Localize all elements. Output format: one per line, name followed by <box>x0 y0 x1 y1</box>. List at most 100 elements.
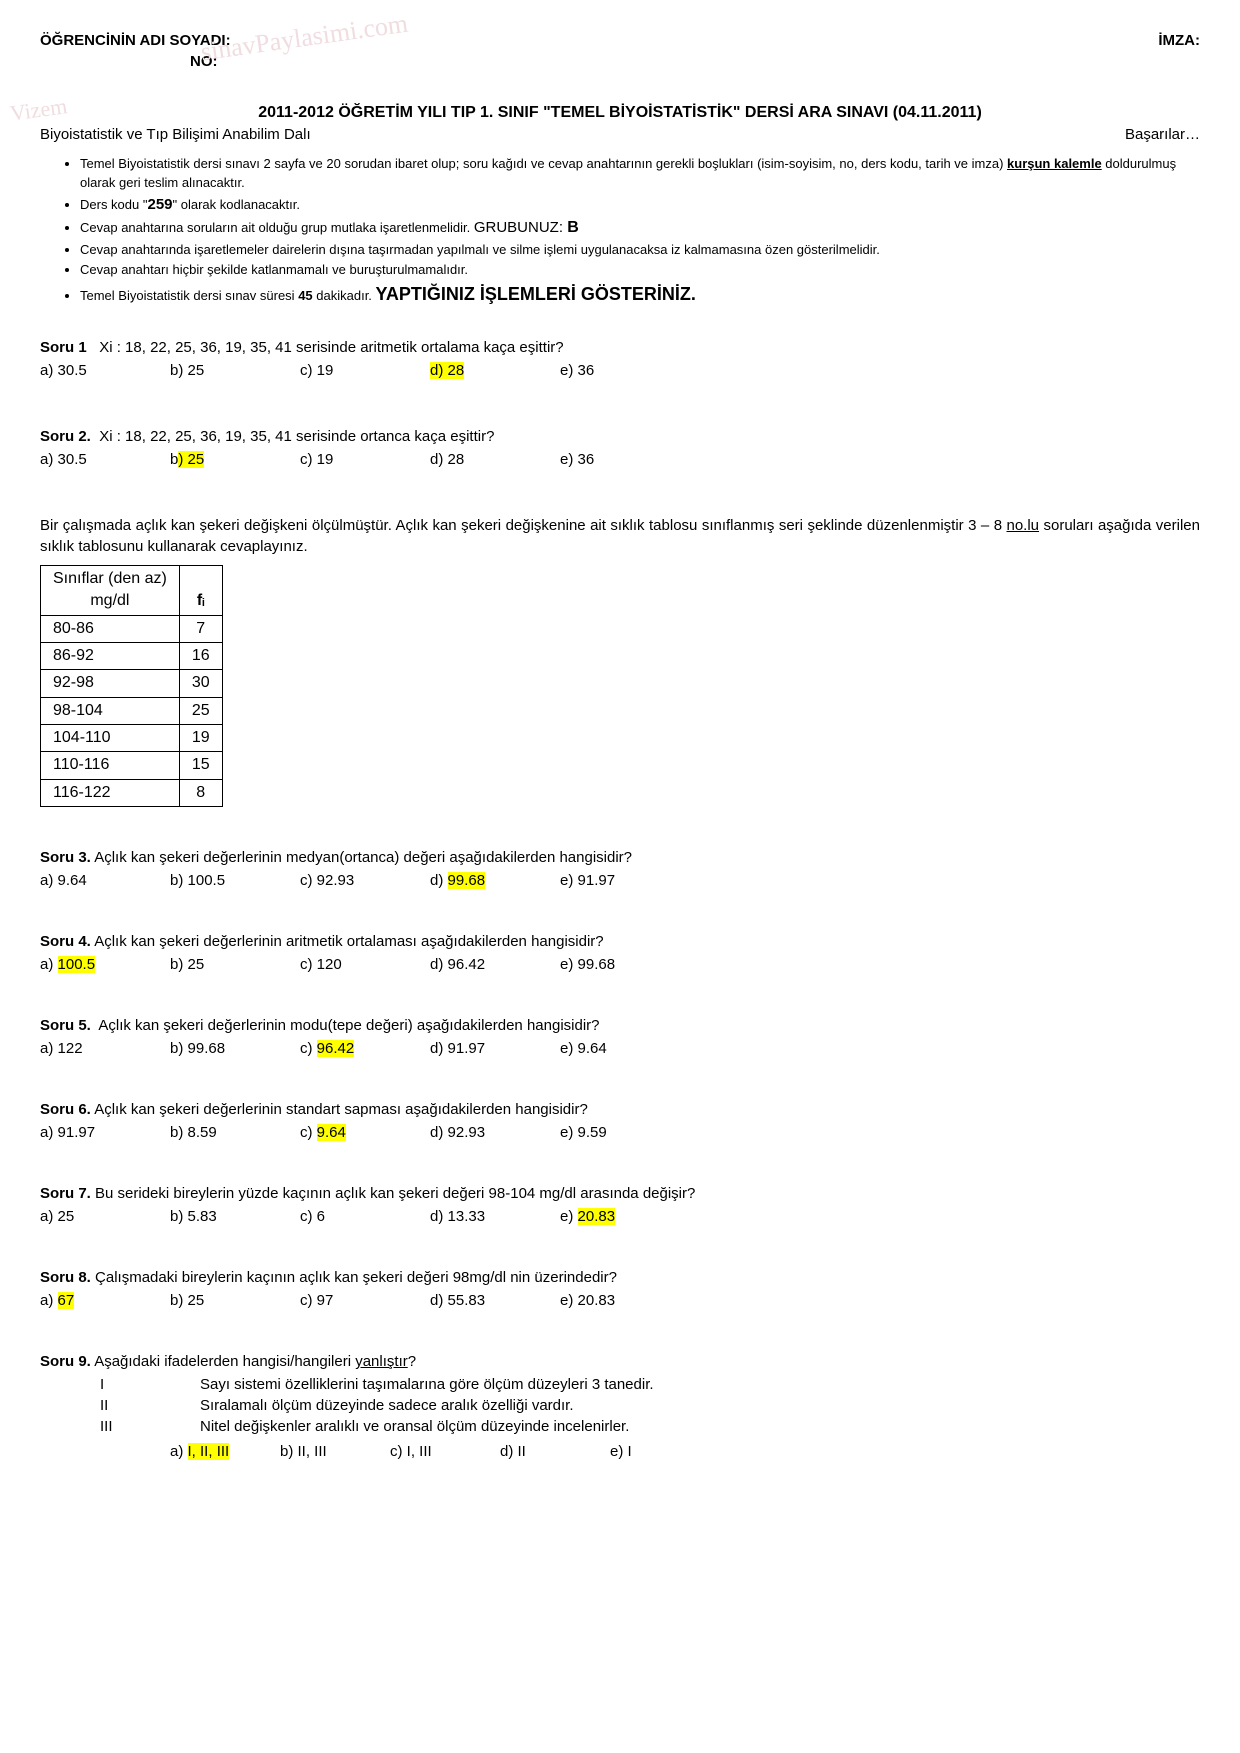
text: yanlıştır <box>355 1353 408 1370</box>
q3-text: Açlık kan şekeri değerlerinin medyan(ort… <box>94 849 632 866</box>
question-6: Soru 6. Açlık kan şekeri değerlerinin st… <box>40 1099 1200 1143</box>
q9-d[interactable]: d) II <box>500 1441 610 1462</box>
q6-b[interactable]: b) 8.59 <box>170 1122 300 1143</box>
text: kurşun kalemle <box>1007 156 1102 171</box>
q2-e[interactable]: e) 36 <box>560 449 690 470</box>
q7-b[interactable]: b) 5.83 <box>170 1206 300 1227</box>
text: Sınıflar (den az) <box>53 570 167 587</box>
q8-d[interactable]: d) 55.83 <box>430 1290 560 1311</box>
q1-options: a) 30.5 b) 25 c) 19 d) 28 e) 36 <box>40 360 1200 381</box>
r3c0: 98-104 <box>41 697 180 724</box>
q6-a[interactable]: a) 91.97 <box>40 1122 170 1143</box>
q3-d[interactable]: d) 99.68 <box>430 870 560 891</box>
q3-b[interactable]: b) 100.5 <box>170 870 300 891</box>
q5-a[interactable]: a) 122 <box>40 1038 170 1059</box>
q3-c[interactable]: c) 92.93 <box>300 870 430 891</box>
r5c1: 15 <box>179 752 222 779</box>
q7-c[interactable]: c) 6 <box>300 1206 430 1227</box>
q8-a[interactable]: a) 67 <box>40 1290 170 1311</box>
q3-a[interactable]: a) 9.64 <box>40 870 170 891</box>
q5-c[interactable]: c) 96.42 <box>300 1038 430 1059</box>
q5-label: Soru 5. <box>40 1017 91 1034</box>
q9-label: Soru 9. <box>40 1353 91 1370</box>
th-classes: Sınıflar (den az)mg/dl <box>41 565 180 615</box>
q5-b[interactable]: b) 99.68 <box>170 1038 300 1059</box>
q1-b[interactable]: b) 25 <box>170 360 300 381</box>
q7-e[interactable]: e) 20.83 <box>560 1206 690 1227</box>
text: YAPTIĞINIZ İŞLEMLERİ GÖSTERİNİZ. <box>376 284 696 304</box>
question-7: Soru 7. Bu serideki bireylerin yüzde kaç… <box>40 1183 1200 1227</box>
r2c1: 30 <box>179 670 222 697</box>
q2-text: Xi : 18, 22, 25, 36, 19, 35, 41 serisind… <box>99 428 494 445</box>
q7-a[interactable]: a) 25 <box>40 1206 170 1227</box>
q8-c[interactable]: c) 97 <box>300 1290 430 1311</box>
instruction-1: Temel Biyoistatistik dersi sınavı 2 sayf… <box>80 155 1200 191</box>
q4-a[interactable]: a) 100.5 <box>40 954 170 975</box>
q1-d[interactable]: d) 28 <box>430 360 560 381</box>
text: Sayı sistemi özelliklerini taşımalarına … <box>200 1374 654 1395</box>
text: GRUBUNUZ: <box>474 219 567 236</box>
q9-stmt-3: IIINitel değişkenler aralıklı ve oransal… <box>40 1416 1200 1437</box>
q2-b[interactable]: b) 25 <box>170 449 300 470</box>
instruction-2: Ders kodu "259" olarak kodlanacaktır. <box>80 194 1200 215</box>
text: Aşağıdaki ifadelerden hangisi/hangileri <box>94 1353 355 1370</box>
q5-e[interactable]: e) 9.64 <box>560 1038 690 1059</box>
q6-c[interactable]: c) 9.64 <box>300 1122 430 1143</box>
department: Biyoistatistik ve Tıp Bilişimi Anabilim … <box>40 124 311 145</box>
q4-options: a) 100.5 b) 25 c) 120 d) 96.42 e) 99.68 <box>40 954 1200 975</box>
q6-text: Açlık kan şekeri değerlerinin standart s… <box>94 1101 588 1118</box>
instruction-3: Cevap anahtarına soruların ait olduğu gr… <box>80 217 1200 239</box>
q4-d[interactable]: d) 96.42 <box>430 954 560 975</box>
r2c0: 92-98 <box>41 670 180 697</box>
q6-d[interactable]: d) 92.93 <box>430 1122 560 1143</box>
text: 45 <box>298 288 312 303</box>
q3-e[interactable]: e) 91.97 <box>560 870 690 891</box>
instruction-6: Temel Biyoistatistik dersi sınav süresi … <box>80 282 1200 307</box>
q3-options: a) 9.64 b) 100.5 c) 92.93 d) 99.68 e) 91… <box>40 870 1200 891</box>
q8-label: Soru 8. <box>40 1269 91 1286</box>
q6-e[interactable]: e) 9.59 <box>560 1122 690 1143</box>
q4-e[interactable]: e) 99.68 <box>560 954 690 975</box>
r5c0: 110-116 <box>41 752 180 779</box>
q4-c[interactable]: c) 120 <box>300 954 430 975</box>
text: Temel Biyoistatistik dersi sınav süresi <box>80 288 298 303</box>
num: I <box>40 1374 200 1395</box>
text: 259 <box>147 196 172 213</box>
q9-c[interactable]: c) I, III <box>390 1441 500 1462</box>
q9-b[interactable]: b) II, III <box>280 1441 390 1462</box>
q1-c[interactable]: c) 19 <box>300 360 430 381</box>
frequency-table: Sınıflar (den az)mg/dl fᵢ 80-867 86-9216… <box>40 565 223 808</box>
text: Ders kodu " <box>80 197 147 212</box>
good-luck: Başarılar… <box>1125 124 1200 145</box>
text: dakikadır. <box>313 288 376 303</box>
question-4: Soru 4. Açlık kan şekeri değerlerinin ar… <box>40 931 1200 975</box>
q1-a[interactable]: a) 30.5 <box>40 360 170 381</box>
q9-a[interactable]: a) I, II, III <box>170 1441 280 1462</box>
q7-d[interactable]: d) 13.33 <box>430 1206 560 1227</box>
q2-a[interactable]: a) 30.5 <box>40 449 170 470</box>
q8-b[interactable]: b) 25 <box>170 1290 300 1311</box>
r1c1: 16 <box>179 642 222 669</box>
q5-d[interactable]: d) 91.97 <box>430 1038 560 1059</box>
no-label: NO: <box>40 51 1200 72</box>
q1-e[interactable]: e) 36 <box>560 360 690 381</box>
q9-stmt-2: IISıralamalı ölçüm düzeyinde sadece aral… <box>40 1395 1200 1416</box>
r0c0: 80-86 <box>41 615 180 642</box>
subtitle-row: Biyoistatistik ve Tıp Bilişimi Anabilim … <box>40 124 1200 145</box>
q3-label: Soru 3. <box>40 849 91 866</box>
q2-options: a) 30.5 b) 25 c) 19 d) 28 e) 36 <box>40 449 1200 470</box>
r3c1: 25 <box>179 697 222 724</box>
q4-b[interactable]: b) 25 <box>170 954 300 975</box>
q8-e[interactable]: e) 20.83 <box>560 1290 690 1311</box>
q2-d[interactable]: d) 28 <box>430 449 560 470</box>
r1c0: 86-92 <box>41 642 180 669</box>
question-1: Soru 1 Xi : 18, 22, 25, 36, 19, 35, 41 s… <box>40 337 1200 381</box>
q5-text: Açlık kan şekeri değerlerinin modu(tepe … <box>98 1017 599 1034</box>
text: B <box>567 219 579 236</box>
q1-d-text: d) 28 <box>430 362 464 379</box>
q2-label: Soru 2. <box>40 428 91 445</box>
q9-e[interactable]: e) I <box>610 1441 720 1462</box>
text: no.lu <box>1007 517 1040 534</box>
q8-options: a) 67 b) 25 c) 97 d) 55.83 e) 20.83 <box>40 1290 1200 1311</box>
q2-c[interactable]: c) 19 <box>300 449 430 470</box>
